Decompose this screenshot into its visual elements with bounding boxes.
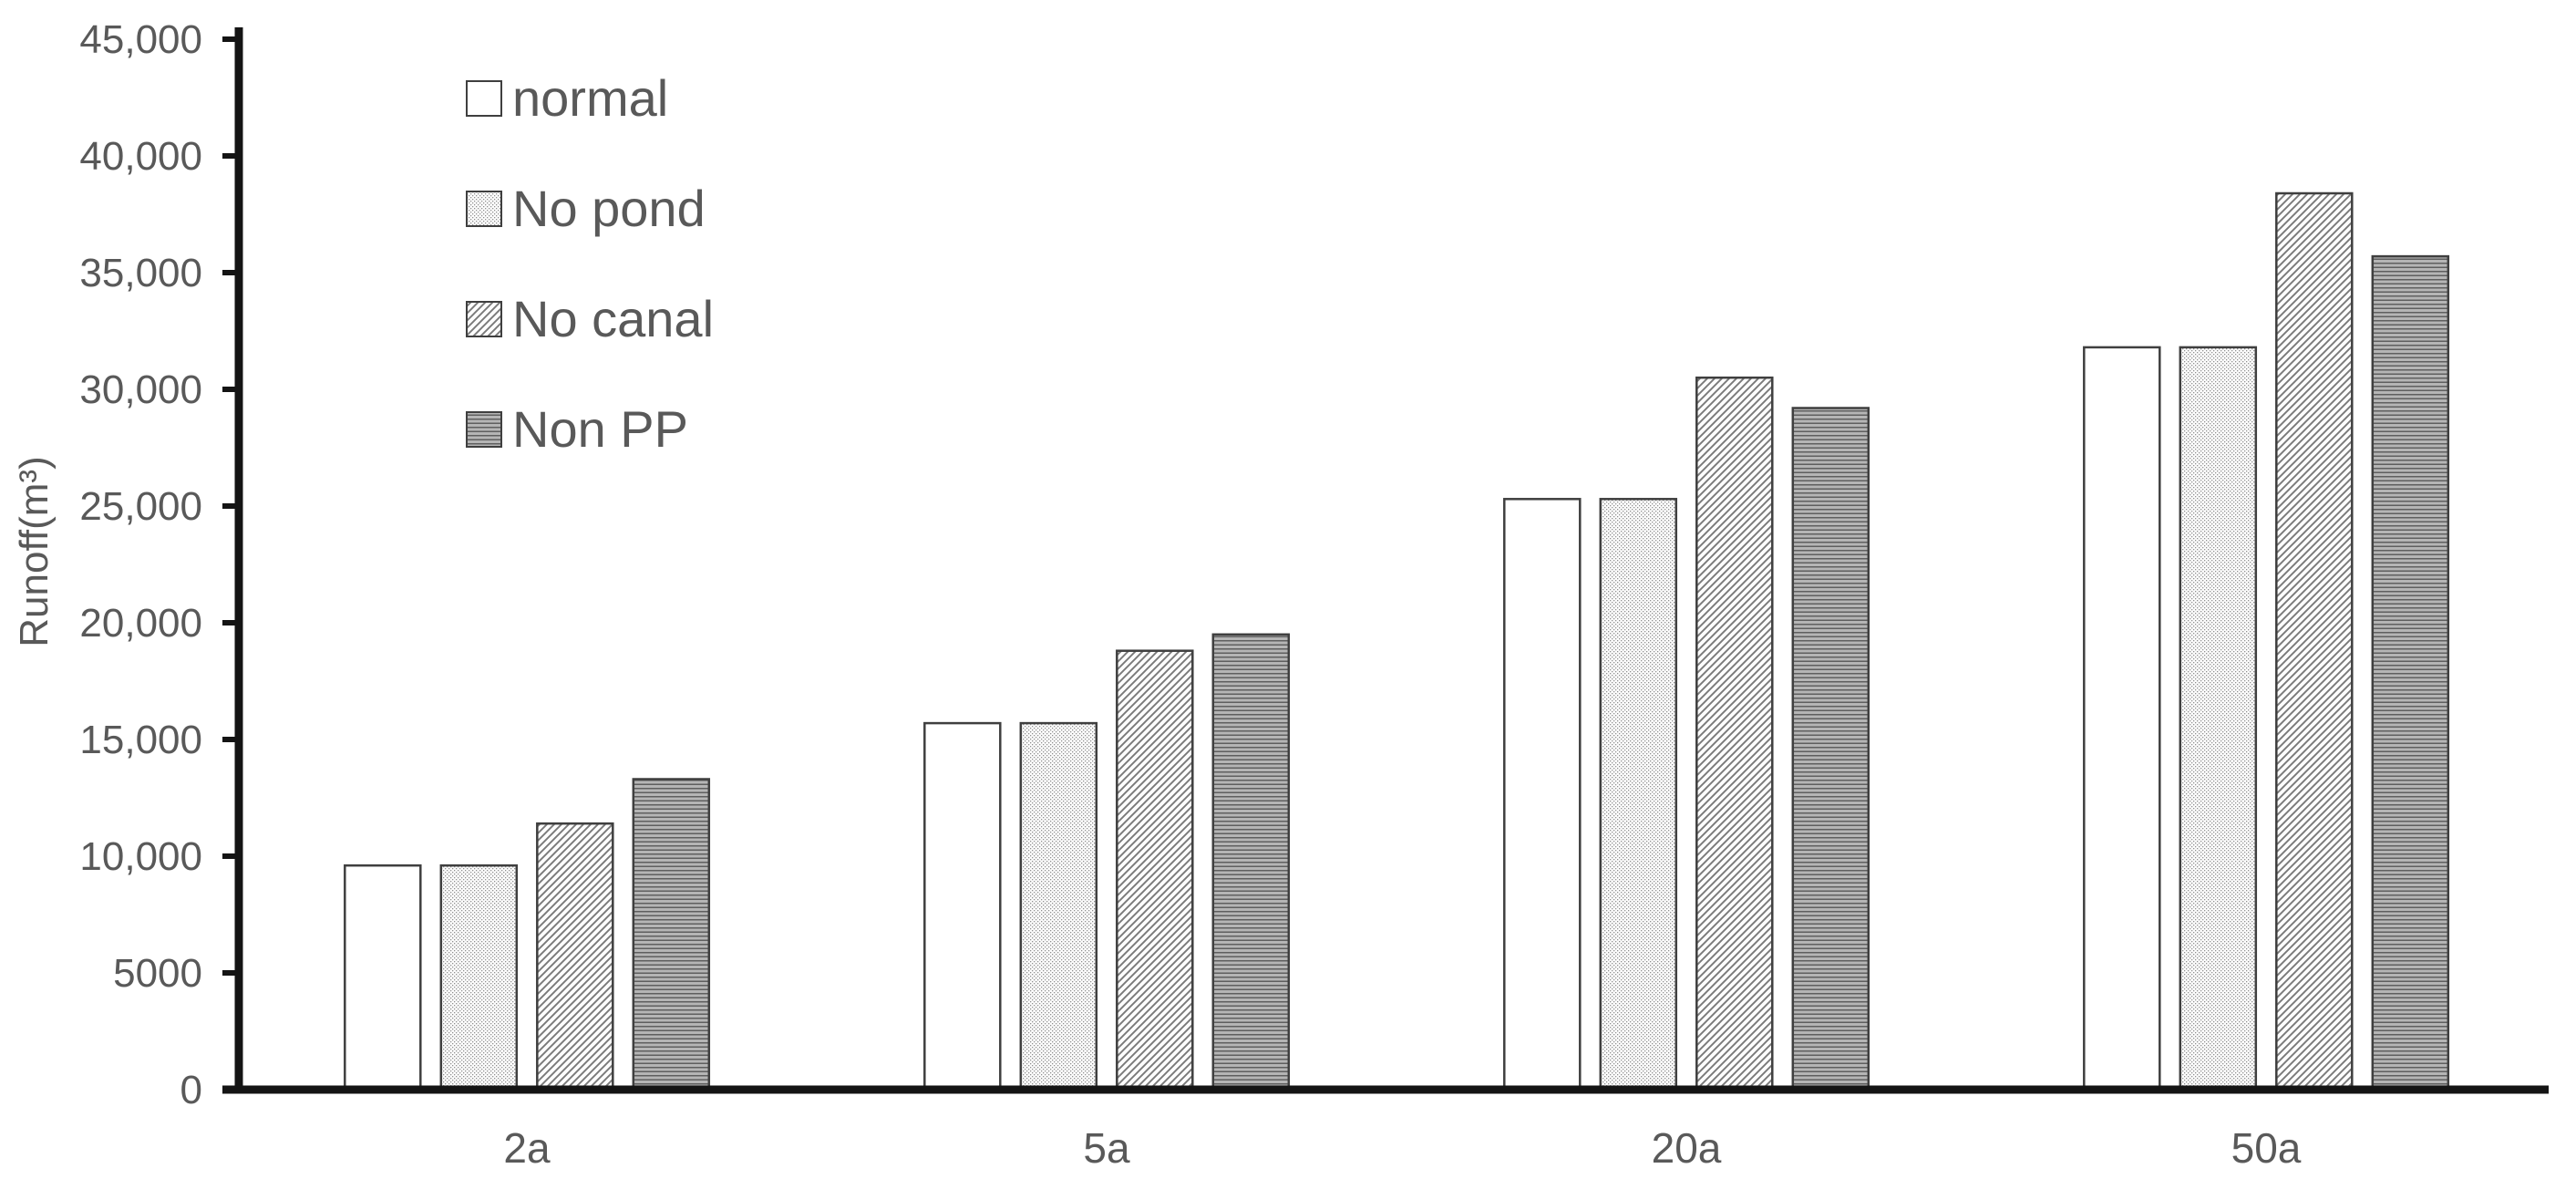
x-category-label: 20a [1652, 1124, 1722, 1172]
legend-swatch-no-pond [466, 191, 502, 227]
bar-20a-no-pond [1599, 498, 1678, 1091]
y-axis-title: Runoff(m³) [12, 456, 57, 646]
bar-5a-no-pond [1019, 721, 1098, 1091]
labels-layer: 0 5000 10,000 15,000 20,000 25,000 30,000 35,00… [12, 17, 2302, 1172]
x-category-label: 50a [2231, 1124, 2302, 1172]
legend-label-normal: normal [512, 69, 668, 127]
y-tick-label: 5000 [113, 951, 202, 996]
bar-50a-normal [2083, 346, 2161, 1091]
bar-2a-non-pp [632, 778, 711, 1091]
y-tick-label: 40,000 [79, 134, 202, 179]
bar-2a-no-canal [536, 822, 614, 1091]
x-category-label: 5a [1083, 1124, 1130, 1172]
bar-5a-normal [923, 721, 1002, 1091]
bar-20a-non-pp [1791, 407, 1870, 1091]
legend-swatch-normal [466, 80, 502, 117]
axes-layer [222, 27, 2549, 1094]
y-tick-label: 20,000 [79, 601, 202, 646]
y-tick-label: 10,000 [79, 834, 202, 879]
bar-50a-non-pp [2371, 254, 2450, 1091]
y-tick-label: 25,000 [79, 484, 202, 529]
bar-5a-no-canal [1116, 649, 1194, 1091]
legend-label-no-canal: No canal [512, 290, 714, 347]
bar-20a-no-canal [1695, 376, 1774, 1091]
bars-layer [344, 191, 2450, 1091]
x-category-label: 2a [503, 1124, 551, 1172]
legend-label-non-pp: Non PP [512, 400, 688, 458]
bar-2a-no-pond [439, 863, 519, 1091]
y-tick-label: 0 [180, 1068, 202, 1112]
bar-50a-no-canal [2275, 191, 2354, 1091]
bar-5a-non-pp [1211, 633, 1291, 1091]
legend: normal No pond No canal Non PP [466, 69, 714, 458]
bar-50a-no-pond [2179, 346, 2258, 1091]
bar-20a-normal [1503, 498, 1582, 1091]
legend-swatch-non-pp [466, 411, 502, 448]
y-tick-label: 35,000 [79, 251, 202, 295]
legend-swatch-no-canal [466, 301, 502, 337]
legend-label-no-pond: No pond [512, 180, 706, 237]
y-tick-label: 15,000 [79, 718, 202, 762]
bar-2a-normal [344, 863, 422, 1091]
y-tick-label: 45,000 [79, 17, 202, 62]
y-tick-label: 30,000 [79, 367, 202, 412]
